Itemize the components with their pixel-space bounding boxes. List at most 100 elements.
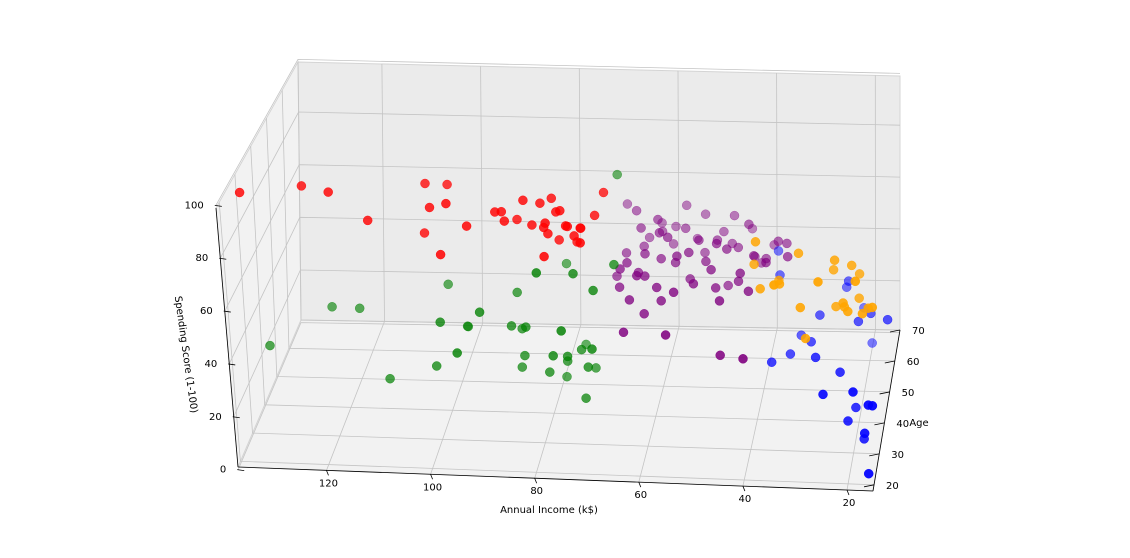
scatter-point	[722, 244, 732, 254]
scatter-point	[656, 296, 666, 306]
scatter-point	[622, 199, 633, 209]
x-tick-label: 20	[843, 498, 856, 509]
z-tick-label: 40	[205, 359, 218, 370]
scatter-point	[715, 350, 725, 361]
scatter-point	[738, 354, 748, 364]
scatter-point	[719, 226, 729, 237]
scatter-point	[431, 361, 442, 371]
scatter-point	[810, 352, 821, 363]
x-axis-label: Annual Income (k$)	[500, 505, 598, 516]
scatter-point	[843, 416, 853, 426]
y-tick-label: 30	[891, 450, 904, 461]
scatter-point	[857, 308, 868, 319]
y-gridline	[297, 61, 901, 331]
scatter-point	[462, 321, 473, 331]
z-gridline	[224, 164, 901, 312]
y-tick-label: 20	[886, 481, 899, 492]
z-tick-mark	[232, 416, 240, 419]
axis-lines	[215, 207, 901, 492]
scatter-point	[443, 279, 453, 290]
z-tick-mark	[228, 363, 236, 366]
scatter-point	[850, 276, 861, 287]
y-gridline	[234, 174, 880, 455]
scatter-point	[520, 350, 530, 361]
scatter-point	[474, 307, 485, 317]
scatter-point	[681, 200, 692, 211]
scatter-point	[640, 249, 650, 259]
scatter-point	[828, 265, 839, 275]
scatter-point	[793, 248, 804, 259]
scatter-point	[660, 330, 671, 340]
scatter-point	[671, 221, 681, 232]
scatter-point	[863, 468, 874, 479]
scatter-point	[835, 367, 845, 377]
y-tick-mark	[879, 391, 890, 395]
scatter-point	[818, 389, 828, 400]
y-tick-mark	[874, 422, 885, 426]
scatter-point	[327, 302, 337, 312]
scatter-point	[527, 220, 537, 230]
scatter-point	[769, 280, 779, 290]
axes-panes	[215, 60, 901, 492]
y-tick-label: 40	[896, 419, 909, 430]
x-tick-mark	[430, 474, 433, 480]
scatter-point	[815, 310, 825, 320]
z-tick-label: 80	[196, 253, 209, 264]
scatter-point	[588, 285, 598, 296]
scatter-point	[575, 223, 585, 233]
z-axis-line	[215, 207, 239, 468]
scatter-point	[452, 348, 462, 358]
scatter-point	[540, 218, 550, 228]
scatter-point	[785, 349, 796, 359]
x-tick-mark	[846, 489, 850, 496]
z-tick-mark	[237, 469, 245, 472]
y-tick-mark	[863, 484, 875, 488]
z-gridline	[215, 58, 901, 206]
scatter-point	[813, 277, 823, 287]
scatter-point	[622, 258, 632, 268]
scatter-point	[654, 228, 665, 238]
scatter-point	[749, 259, 759, 270]
scatter-point	[234, 187, 245, 198]
scatter-point	[575, 238, 585, 248]
scatter-point	[846, 260, 857, 271]
y-tick-label: 70	[912, 326, 925, 337]
y-gridline	[218, 202, 875, 486]
scatter-point	[684, 247, 694, 258]
scatter-point	[653, 214, 663, 225]
scatter-point	[461, 221, 472, 231]
z-axis-ticks: 0 20 40 60 80 100	[185, 200, 245, 476]
z-tick-mark	[214, 204, 222, 207]
scatter-point	[581, 393, 591, 403]
scatter-point	[562, 221, 573, 232]
z-tick-label: 100	[185, 200, 204, 211]
scatter-point	[556, 326, 566, 336]
scatter-point	[688, 279, 699, 289]
scatter-point	[773, 236, 784, 247]
scatter-point	[867, 302, 878, 313]
scatter-point	[854, 269, 865, 279]
y-tick-mark	[884, 360, 895, 364]
scatter-point	[710, 283, 721, 293]
scatter-point	[441, 198, 451, 209]
z-gridline	[237, 322, 901, 470]
scatter-point	[548, 351, 558, 361]
scatter-point	[323, 187, 333, 197]
scatter-point	[723, 280, 733, 291]
scatter-point	[882, 314, 893, 325]
x-tick-label: 80	[530, 486, 543, 497]
y-axis-label: Age	[909, 418, 928, 429]
scatter-point	[651, 282, 662, 293]
scatter-point	[609, 259, 619, 270]
scatter-point	[545, 367, 555, 377]
x-tick-mark	[534, 478, 538, 484]
x-axis-line	[237, 466, 874, 492]
y-tick-label: 50	[902, 388, 915, 399]
scatter-point	[867, 338, 877, 348]
floor-pane	[237, 319, 901, 492]
scatter-point	[735, 268, 745, 279]
scatter-point	[644, 232, 655, 243]
scatter-point	[435, 317, 445, 327]
scatter-point	[700, 209, 711, 219]
scatter-point	[668, 287, 679, 298]
